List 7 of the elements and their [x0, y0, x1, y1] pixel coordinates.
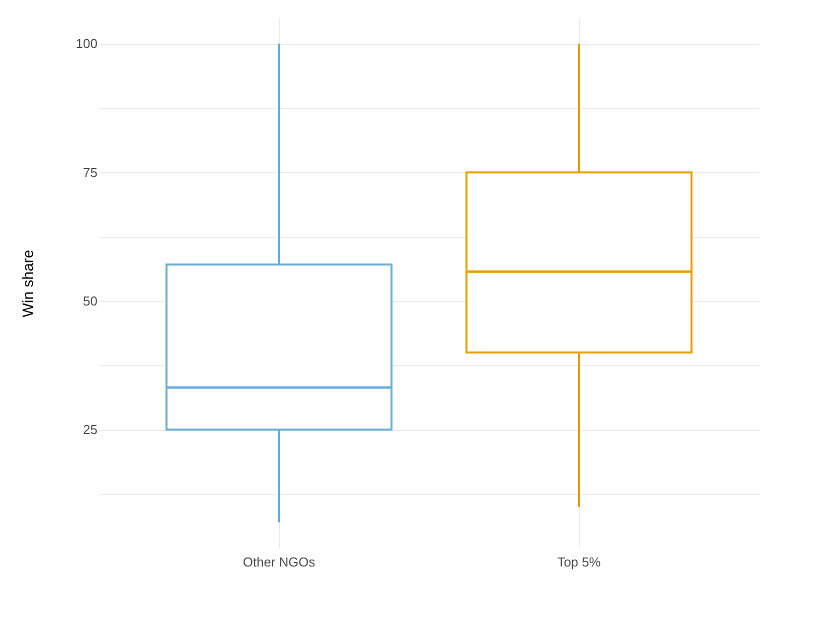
- y-tick-label: 100: [76, 36, 98, 52]
- x-tick-label: Top 5%: [557, 554, 602, 570]
- y-tick-label: 25: [83, 422, 98, 438]
- y-tick-label: 50: [83, 294, 98, 309]
- y-tick-label: 75: [83, 164, 98, 180]
- x-tick-label: Other NGOs: [242, 554, 316, 570]
- y-axis-title: Win share: [20, 250, 37, 318]
